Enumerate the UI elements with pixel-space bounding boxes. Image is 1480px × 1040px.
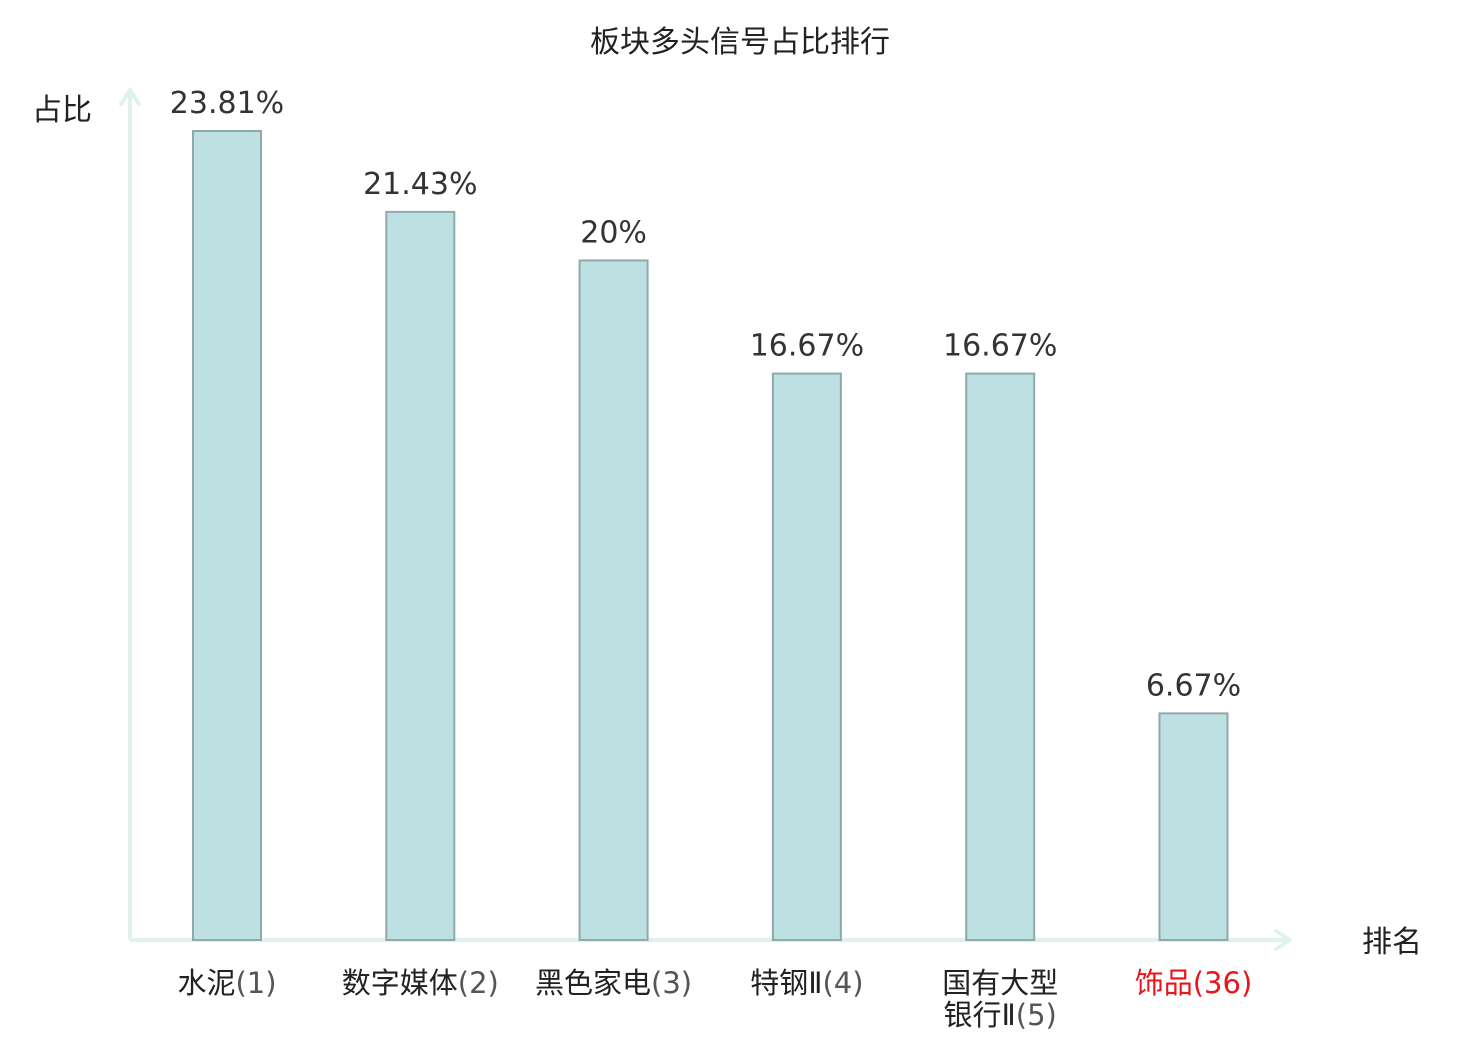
bar — [965, 372, 1036, 941]
category-rank: (2) — [458, 966, 499, 1000]
bar — [771, 372, 842, 941]
data-label: 16.67% — [750, 329, 864, 364]
axes — [119, 88, 1292, 951]
data-label: 20% — [580, 215, 647, 250]
x-tick-label: 数字媒体(2) — [342, 966, 499, 1000]
category-name: 饰品 — [1135, 966, 1193, 1000]
category-rank: (5) — [1016, 998, 1057, 1032]
bar — [578, 259, 649, 941]
data-label: 21.43% — [363, 167, 477, 202]
category-name: 黑色家电 — [535, 966, 651, 1000]
bar — [1158, 712, 1229, 941]
x-axis-arrow — [1274, 929, 1292, 951]
category-name: 特钢Ⅱ — [750, 966, 822, 1000]
x-tick-label: 饰品(36) — [1135, 966, 1253, 1000]
data-label: 23.81% — [170, 86, 284, 121]
bar — [385, 210, 456, 941]
bars-group — [192, 130, 1229, 941]
category-rank: (1) — [235, 966, 276, 1000]
chart-title: 板块多头信号占比排行 — [590, 25, 890, 60]
category-name: 银行Ⅱ — [944, 998, 1016, 1032]
data-label: 6.67% — [1146, 668, 1241, 703]
category-rank: (36) — [1193, 966, 1253, 1000]
x-tick-label: 水泥(1) — [177, 966, 276, 1000]
y-axis-label: 占比 — [32, 93, 92, 128]
category-rank: (4) — [822, 966, 863, 1000]
category-rank: (3) — [651, 966, 692, 1000]
y-axis-arrow — [119, 88, 141, 106]
bar — [192, 130, 262, 941]
x-tick-label: 银行Ⅱ(5) — [944, 998, 1057, 1032]
category-name: 水泥 — [177, 966, 235, 1000]
data-label: 16.67% — [943, 329, 1057, 364]
category-name: 国有大型 — [942, 966, 1058, 1000]
x-axis-label: 排名 — [1362, 925, 1422, 960]
x-tick-label: 黑色家电(3) — [535, 966, 692, 1000]
value-labels-group: 23.81% 21.43% 20% 16.67% 16.67% 6.67% — [170, 86, 1241, 703]
category-name: 数字媒体 — [342, 966, 458, 1000]
x-tick-label: 特钢Ⅱ(4) — [750, 966, 863, 1000]
x-tick-label: 国有大型 — [942, 966, 1058, 1000]
